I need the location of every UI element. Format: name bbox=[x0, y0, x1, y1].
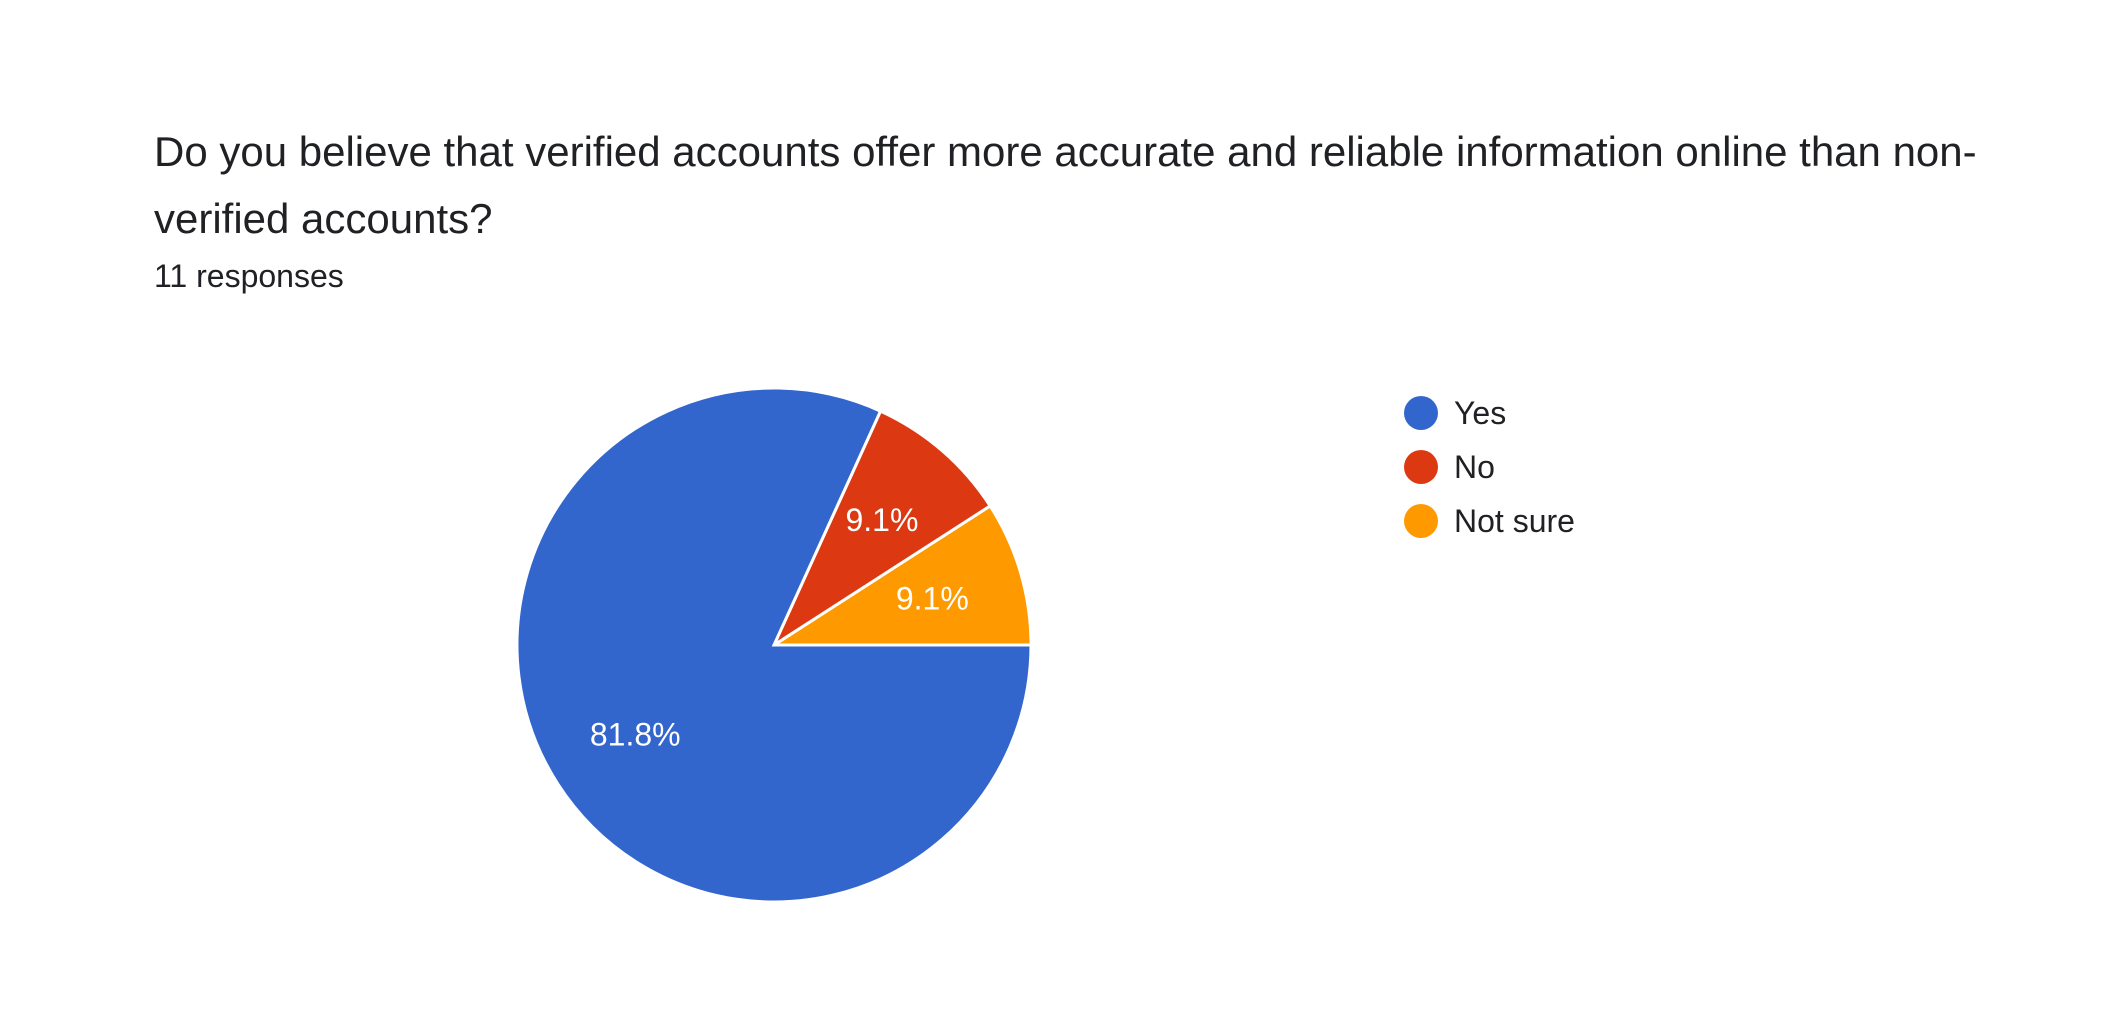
slice-label-no: 9.1% bbox=[845, 502, 918, 538]
legend-item-not-sure: Not sure bbox=[1404, 494, 1575, 548]
pie-slice-no bbox=[770, 409, 993, 650]
pie-labels: 9.1% 9.1% 81.8% bbox=[590, 502, 969, 752]
slice-label-yes: 81.8% bbox=[590, 716, 681, 752]
legend-label: No bbox=[1454, 448, 1495, 485]
legend-swatch bbox=[1404, 504, 1438, 538]
legend-label: Not sure bbox=[1454, 502, 1575, 539]
slice-label-not-sure: 9.1% bbox=[896, 580, 969, 616]
legend-swatch bbox=[1404, 450, 1438, 484]
question-title: Do you believe that verified accounts of… bbox=[154, 128, 1977, 242]
legend-item-no: No bbox=[1404, 440, 1575, 494]
pie-slice-not-sure bbox=[768, 503, 1033, 647]
response-count: 11 responses bbox=[154, 258, 344, 294]
legend-label: Yes bbox=[1454, 394, 1507, 431]
pie-slice-yes bbox=[515, 386, 1033, 904]
chart-legend: Yes No Not sure bbox=[1404, 386, 1575, 548]
pie-slices bbox=[515, 386, 1033, 904]
legend-item-yes: Yes bbox=[1404, 386, 1575, 440]
legend-swatch bbox=[1404, 396, 1438, 430]
question-header: Do you believe that verified accounts of… bbox=[154, 118, 2054, 296]
